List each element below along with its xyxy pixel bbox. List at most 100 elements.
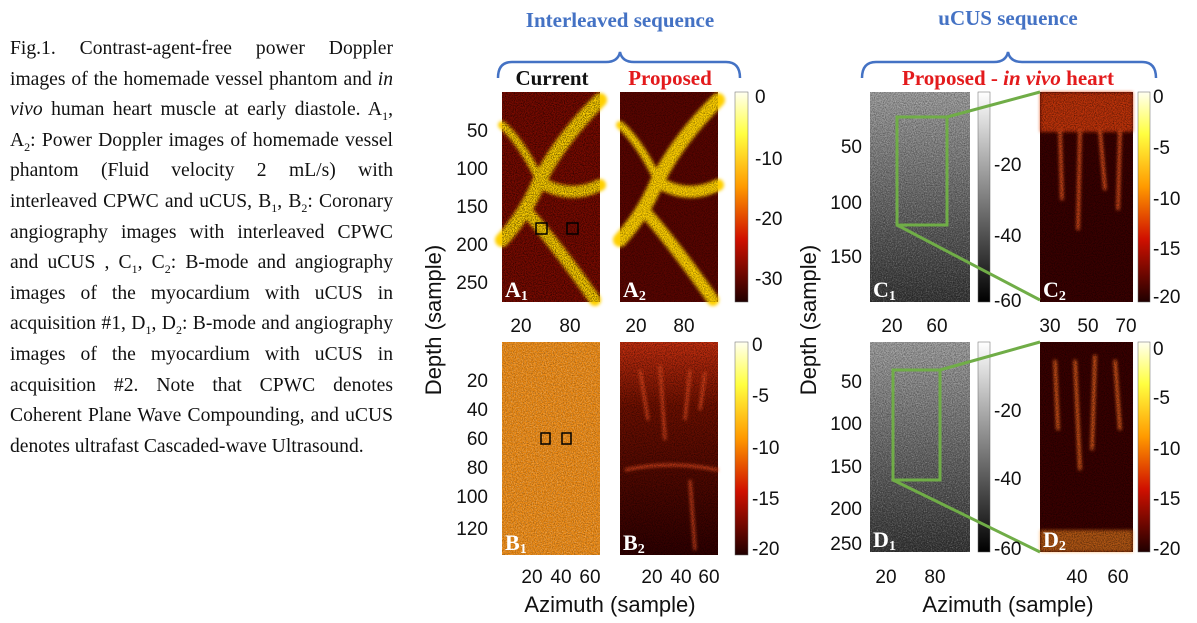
caption-text: human heart muscle at early diastole. A: [42, 99, 383, 121]
tick-label: 100: [456, 159, 488, 180]
tick-label: -10: [752, 438, 779, 459]
group-title: Interleaved sequence: [526, 8, 714, 32]
tick-label: -20: [994, 155, 1021, 176]
column-title: Current: [515, 66, 588, 90]
panel-letter: B: [505, 530, 520, 555]
tick-label: 250: [456, 273, 488, 294]
caption-italic: in vivo: [10, 68, 393, 121]
tick-label: 200: [830, 499, 862, 520]
panel-letter: D: [873, 527, 889, 552]
caption-text: , D: [151, 313, 176, 335]
caption-sub: 2: [175, 323, 182, 338]
tick-label: -30: [755, 269, 782, 290]
tick-label: 40: [670, 567, 691, 588]
tick-label: 250: [830, 534, 862, 555]
tick-label: 150: [830, 457, 862, 478]
panel-label: D2: [1043, 527, 1066, 554]
tick-label: 100: [456, 487, 488, 508]
image-c1: [870, 92, 970, 302]
panel-letter: C: [873, 277, 889, 302]
tick-label: 60: [1107, 567, 1128, 588]
panel-subscript: 2: [639, 289, 646, 304]
tick-label: -60: [994, 539, 1021, 560]
panel-letter: D: [1043, 527, 1059, 552]
image-d2: [1040, 342, 1133, 552]
image-a2: [613, 92, 725, 306]
caption-text: , A: [10, 99, 393, 151]
panel-subscript: 2: [1059, 539, 1066, 554]
tick-label: 20: [467, 371, 488, 392]
tick-label: -10: [1153, 189, 1180, 210]
tick-label: 0: [752, 335, 763, 356]
tick-label: 0: [1153, 87, 1164, 108]
caption-text: : B-mode and angiography images of the m…: [10, 313, 393, 457]
image-c2: [1040, 92, 1133, 302]
panel-label: C1: [873, 277, 896, 304]
caption-sub: 1: [382, 109, 389, 124]
caption-text: , C: [137, 252, 165, 274]
panel-label: A1: [505, 277, 528, 304]
panel-subscript: 1: [889, 289, 896, 304]
panel-letter: A: [505, 277, 521, 302]
tick-label: -60: [994, 291, 1021, 312]
tick-label: -15: [752, 489, 779, 510]
tick-label: -20: [755, 209, 782, 230]
caption: Fig.1. Contrast-agent-free power Doppler…: [10, 34, 393, 462]
tick-label: -15: [1153, 239, 1180, 260]
panel-subscript: 1: [520, 542, 527, 557]
brace: [496, 51, 742, 79]
tick-label: 0: [755, 87, 766, 108]
colorbar: [977, 341, 991, 553]
tick-label: -20: [752, 539, 779, 560]
tick-label: -15: [1153, 489, 1180, 510]
tick-label: -20: [994, 401, 1021, 422]
panel-subscript: 1: [889, 539, 896, 554]
caption-text: : B-mode and angiography images of the m…: [10, 252, 393, 335]
caption-sub: 1: [271, 200, 278, 215]
colorbar: [1137, 341, 1151, 553]
panel-label: C2: [1043, 277, 1066, 304]
title-part: heart: [1061, 66, 1114, 90]
tick-label: 80: [924, 567, 945, 588]
caption-sub: 1: [131, 262, 138, 277]
tick-label: 30: [1039, 316, 1060, 337]
tick-label: 80: [467, 458, 488, 479]
panel-label: B2: [623, 530, 645, 557]
title-part: Proposed -: [902, 66, 1003, 90]
axis-label: Depth (sample): [796, 245, 821, 395]
caption-sub: 1: [145, 323, 152, 338]
tick-label: 150: [830, 247, 862, 268]
tick-label: 60: [698, 567, 719, 588]
colorbar: [734, 91, 749, 303]
caption-sub: 2: [164, 262, 171, 277]
panel-letter: B: [623, 530, 638, 555]
tick-label: 50: [841, 137, 862, 158]
tick-label: 100: [830, 414, 862, 435]
tick-label: 20: [875, 567, 896, 588]
tick-label: 80: [559, 316, 580, 337]
tick-label: 0: [1153, 339, 1164, 360]
title-part: in vivo: [1003, 66, 1061, 90]
caption-text: : Coronary angiography images with inter…: [10, 190, 393, 274]
tick-label: 150: [456, 197, 488, 218]
caption-text: Fig.1. Contrast-agent-free power Doppler…: [10, 38, 393, 90]
tick-label: 40: [550, 567, 571, 588]
axis-label: Azimuth (sample): [922, 592, 1093, 617]
colorbar: [734, 341, 749, 556]
image-d1: [870, 342, 970, 552]
tick-label: 20: [510, 316, 531, 337]
group-title: uCUS sequence: [938, 6, 1077, 30]
tick-label: -5: [1153, 388, 1170, 409]
tick-label: -10: [755, 149, 782, 170]
panel-label: B1: [505, 530, 527, 557]
caption-sub: 2: [301, 200, 308, 215]
colorbar: [1137, 91, 1151, 303]
tick-label: 50: [841, 372, 862, 393]
tick-label: 20: [881, 316, 902, 337]
caption-sub: 2: [24, 139, 31, 154]
tick-label: 20: [625, 316, 646, 337]
tick-label: 60: [467, 429, 488, 450]
image-b1: [502, 342, 600, 555]
colorbar: [977, 91, 991, 303]
